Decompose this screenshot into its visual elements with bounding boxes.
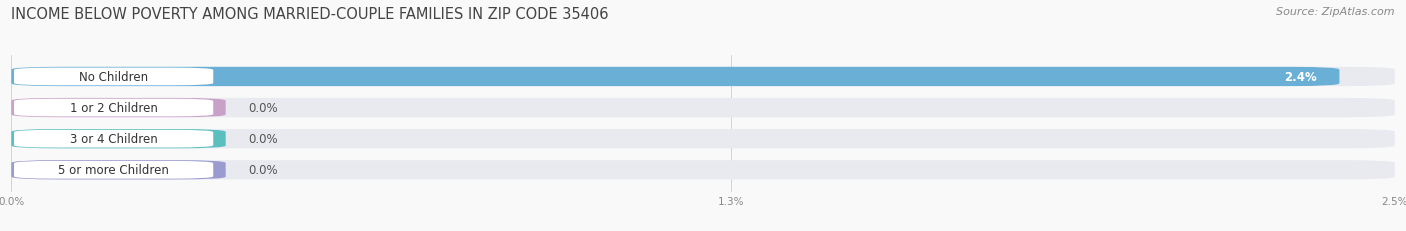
Text: Source: ZipAtlas.com: Source: ZipAtlas.com [1277,7,1395,17]
FancyBboxPatch shape [11,98,1395,118]
FancyBboxPatch shape [14,99,214,117]
Text: 0.0%: 0.0% [247,164,277,176]
Text: 2.4%: 2.4% [1285,71,1317,84]
Text: INCOME BELOW POVERTY AMONG MARRIED-COUPLE FAMILIES IN ZIP CODE 35406: INCOME BELOW POVERTY AMONG MARRIED-COUPL… [11,7,609,22]
FancyBboxPatch shape [11,67,1395,87]
Text: 3 or 4 Children: 3 or 4 Children [70,133,157,146]
Text: 5 or more Children: 5 or more Children [58,164,169,176]
FancyBboxPatch shape [11,67,1340,87]
FancyBboxPatch shape [11,161,1395,180]
FancyBboxPatch shape [11,129,1395,149]
Text: 0.0%: 0.0% [247,133,277,146]
FancyBboxPatch shape [11,98,226,118]
Text: 0.0%: 0.0% [247,102,277,115]
Text: No Children: No Children [79,71,148,84]
FancyBboxPatch shape [14,130,214,148]
FancyBboxPatch shape [11,129,226,149]
FancyBboxPatch shape [11,161,226,180]
Text: 1 or 2 Children: 1 or 2 Children [70,102,157,115]
FancyBboxPatch shape [14,161,214,179]
FancyBboxPatch shape [14,68,214,86]
